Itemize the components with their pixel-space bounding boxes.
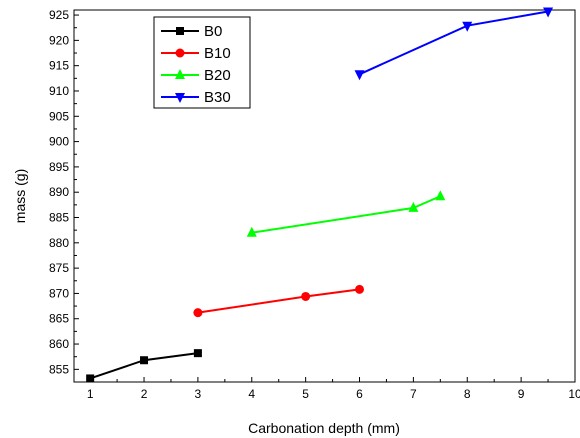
y-tick-label: 870 (49, 286, 69, 300)
series-b10 (193, 284, 365, 318)
legend-label: B10 (204, 45, 231, 62)
y-axis-title: mass (g) (12, 169, 28, 223)
legend: B0 B10 B20 B30 (153, 16, 251, 109)
plot-frame (73, 9, 576, 383)
y-tick-label: 915 (49, 59, 69, 73)
x-tick-label: 10 (568, 387, 580, 401)
x-tick-label: 9 (518, 387, 525, 401)
x-tick-label: 2 (141, 387, 148, 401)
data-point (193, 349, 202, 358)
series-b0 (86, 349, 202, 383)
x-tick-label: 8 (464, 387, 471, 401)
series-b20 (246, 190, 446, 237)
legend-marker (175, 69, 185, 79)
y-tick-label: 895 (49, 160, 69, 174)
y-tick-label: 865 (49, 312, 69, 326)
y-axis: 855 860 865 870 875 880 885 890 895 900 905 910 915 9… (49, 8, 79, 376)
data-point (301, 291, 311, 301)
data-point (355, 284, 365, 294)
y-tick-label: 905 (49, 109, 69, 123)
legend-label: B20 (204, 67, 231, 84)
x-tick-label: 3 (195, 387, 202, 401)
series-layer (86, 7, 554, 383)
data-point (435, 190, 446, 201)
y-tick-label: 900 (49, 135, 69, 149)
legend-item-b0: B0 (161, 23, 222, 40)
data-point (462, 21, 473, 32)
legend-box (153, 16, 251, 109)
y-tick-label: 925 (49, 8, 69, 22)
y-tick-label: 910 (49, 84, 69, 98)
legend-item-b20: B20 (161, 67, 231, 84)
x-tick-label: 5 (302, 387, 309, 401)
legend-item-b30: B30 (161, 89, 231, 106)
series-b30 (354, 7, 554, 81)
x-tick-label: 4 (248, 387, 255, 401)
x-tick-label: 7 (410, 387, 417, 401)
legend-marker (175, 93, 185, 103)
y-tick-label: 920 (49, 33, 69, 47)
data-point (193, 308, 203, 318)
y-tick-label: 890 (49, 185, 69, 199)
y-tick-label: 860 (49, 337, 69, 351)
x-tick-label: 6 (356, 387, 363, 401)
data-point (354, 70, 365, 81)
y-tick-label: 875 (49, 261, 69, 275)
y-tick-label: 880 (49, 236, 69, 250)
y-tick-label: 855 (49, 362, 69, 376)
legend-item-b10: B10 (161, 45, 231, 62)
data-point (543, 7, 554, 18)
data-point (246, 226, 257, 237)
legend-marker (176, 27, 184, 35)
data-point (140, 356, 149, 365)
x-axis: 1 2 3 4 5 6 7 8 9 10 (87, 377, 580, 401)
legend-marker (175, 48, 185, 58)
legend-label: B30 (204, 89, 231, 106)
x-axis-title: Carbonation depth (mm) (248, 420, 400, 436)
data-point (86, 374, 95, 383)
legend-label: B0 (204, 23, 222, 40)
x-tick-label: 1 (87, 387, 94, 401)
data-point (408, 201, 419, 212)
y-tick-label: 885 (49, 211, 69, 225)
